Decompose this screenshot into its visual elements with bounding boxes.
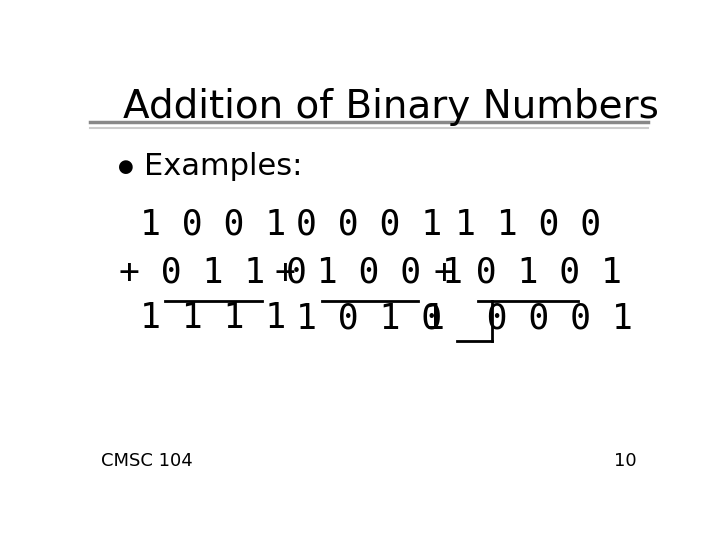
Text: + 1 0 0 1: + 1 0 0 1 — [275, 256, 463, 289]
Text: ●: ● — [118, 158, 134, 176]
Text: Examples:: Examples: — [144, 152, 302, 181]
Text: 1 0 0 1: 1 0 0 1 — [140, 208, 286, 242]
Text: CMSC 104: CMSC 104 — [101, 452, 193, 470]
Text: 10: 10 — [614, 452, 637, 470]
Text: 1 1 0 0: 1 1 0 0 — [455, 208, 601, 242]
Text: 1 1 1 1: 1 1 1 1 — [140, 301, 286, 335]
Text: 0 0 0 1: 0 0 0 1 — [296, 208, 442, 242]
Text: 1  0 0 0 1: 1 0 0 0 1 — [423, 301, 632, 335]
Text: + 0 1 1 0: + 0 1 1 0 — [119, 256, 307, 289]
Text: Addition of Binary Numbers: Addition of Binary Numbers — [123, 87, 660, 126]
Text: 1 0 1 0: 1 0 1 0 — [296, 301, 442, 335]
Text: + 0 1 0 1: + 0 1 0 1 — [434, 256, 622, 289]
